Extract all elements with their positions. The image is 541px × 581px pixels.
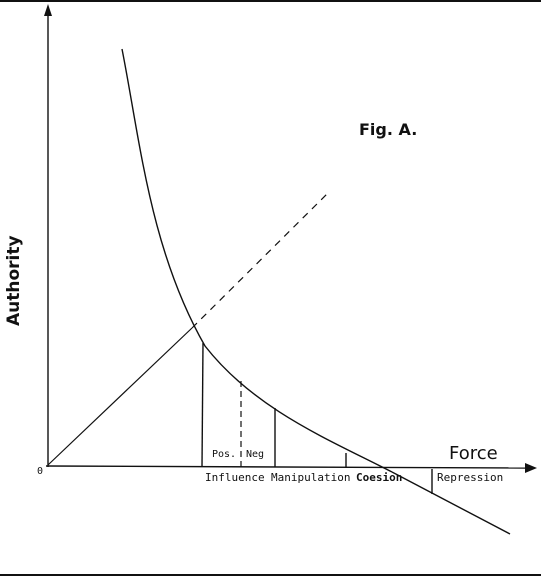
figure-title: Fig. A. — [359, 120, 417, 139]
region-label-coercion: Coesion — [356, 471, 402, 484]
diagonal-dashed-line — [191, 190, 331, 329]
region-label-repression: Repression — [437, 471, 503, 484]
sub-label-positive: Pos. — [212, 449, 236, 460]
region-label-manipulation: Manipulation — [271, 471, 350, 484]
sub-label-negative: Neg — [246, 449, 264, 460]
x-axis-line — [45, 465, 529, 469]
y-axis-arrow-icon — [44, 4, 52, 16]
x-axis-label: Force — [449, 443, 498, 464]
authority-force-curve — [121, 48, 393, 473]
y-axis-label: Authority — [4, 235, 24, 326]
divider-influence-start — [201, 342, 204, 468]
repression-descending-line — [391, 471, 511, 535]
diagonal-solid-line — [47, 327, 193, 466]
x-axis-arrow-icon — [525, 463, 537, 473]
region-label-influence: Influence — [205, 471, 265, 484]
origin-label: 0 — [37, 466, 43, 477]
